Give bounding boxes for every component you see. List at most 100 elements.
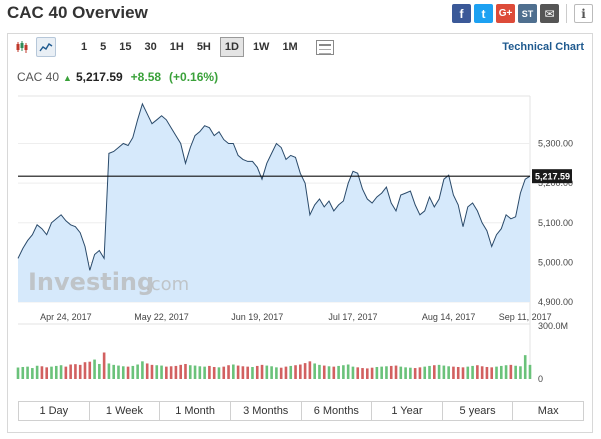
volume-bar (523, 355, 527, 379)
email-share-icon[interactable]: ✉ (540, 4, 559, 23)
resolution-1m[interactable]: 1M (282, 41, 298, 53)
y-tick-label: 5,000.00 (538, 257, 573, 267)
volume-bar (370, 367, 374, 379)
resolution-1w[interactable]: 1W (252, 41, 270, 53)
resolution-5h[interactable]: 5H (196, 41, 211, 53)
volume-bar (356, 367, 360, 379)
x-tick-label: Jun 19, 2017 (231, 312, 283, 322)
range-1-week[interactable]: 1 Week (90, 402, 161, 420)
facebook-share-icon[interactable]: f (452, 4, 471, 23)
volume-bar (69, 364, 72, 379)
volume-bar (255, 365, 259, 379)
x-tick-label: Apr 24, 2017 (40, 312, 92, 322)
volume-bar (64, 366, 68, 379)
x-tick-label: Jul 17, 2017 (328, 312, 377, 322)
volume-bar (289, 365, 293, 379)
area-chart-icon[interactable] (36, 37, 56, 57)
volume-bar (50, 366, 53, 379)
volume-bar (509, 364, 513, 379)
volume-bar (270, 366, 273, 379)
volume-bar (399, 366, 403, 379)
price-chart[interactable]: Investing.com5,300.005,200.005,100.005,0… (8, 34, 592, 394)
x-tick-label: Aug 14, 2017 (422, 312, 476, 322)
stocktwits-share-icon[interactable]: ST (518, 4, 537, 23)
volume-bar (299, 364, 302, 379)
technical-chart-link[interactable]: Technical Chart (502, 41, 584, 53)
info-icon[interactable]: i (574, 4, 593, 23)
volume-bar (241, 366, 245, 379)
volume-bar (126, 366, 130, 379)
volume-bar (121, 366, 125, 379)
volume-bar (160, 365, 163, 379)
volume-bar (418, 367, 422, 379)
resolution-5[interactable]: 5 (100, 41, 107, 53)
twitter-share-icon[interactable]: t (474, 4, 493, 23)
volume-bar (184, 363, 187, 379)
range-max[interactable]: Max (537, 405, 559, 417)
volume-bar (423, 366, 427, 379)
instrument-name: CAC 40 (17, 70, 60, 84)
last-price: 5,217.59 (75, 70, 123, 84)
range-1-day[interactable]: 1 Day (19, 402, 90, 420)
volume-bar (342, 365, 345, 379)
volume-bar (375, 366, 379, 379)
resolution-30[interactable]: 30 (144, 41, 157, 53)
price-line (17, 102, 531, 271)
table-view-icon[interactable] (315, 39, 334, 55)
x-tick-label: May 22, 2017 (134, 312, 189, 322)
volume-bar (337, 365, 340, 379)
volume-bar (98, 363, 101, 379)
volume-bar (413, 368, 417, 379)
y-tick-label: 4,900.00 (538, 297, 573, 307)
quote-summary: CAC 40 ▲ 5,217.59 +8.58 (+0.16%) (17, 70, 218, 84)
time-range-selector: 1 Day 1 Week 1 Month 3 Months 6 Months 1 Year… (18, 401, 584, 421)
price-change-percent: (+0.16%) (169, 70, 219, 84)
volume-bar (428, 365, 431, 379)
volume-bar (322, 365, 326, 379)
volume-bar (495, 366, 498, 379)
candlestick-chart-icon[interactable] (12, 37, 32, 57)
investing-watermark-suffix: .com (145, 274, 189, 295)
volume-bar (519, 366, 522, 379)
resolution-1[interactable]: 1 (81, 41, 88, 53)
up-arrow-icon: ▲ (63, 73, 72, 83)
volume-bar (279, 367, 283, 379)
volume-bar (217, 367, 221, 379)
resolution-1h[interactable]: 1H (169, 41, 184, 53)
resolution-15[interactable]: 15 (119, 41, 132, 53)
googleplus-share-icon[interactable]: G+ (496, 4, 515, 23)
range-3-months[interactable]: 3 Months (231, 402, 302, 420)
volume-bar (59, 365, 63, 379)
volume-bar (466, 366, 470, 379)
volume-bar (88, 361, 92, 379)
volume-bar (327, 366, 331, 379)
volume-bar (193, 365, 197, 379)
volume-bar (361, 368, 364, 379)
range-1-month[interactable]: 1 Month (160, 402, 231, 420)
volume-bar (117, 365, 120, 379)
volume-bar (504, 365, 508, 379)
volume-bar (93, 359, 96, 379)
volume-bar (394, 365, 398, 379)
volume-bar (275, 367, 278, 379)
resolution-1d[interactable]: 1D (219, 37, 244, 57)
x-tick-label: Sep 11, 2017 (499, 312, 552, 322)
chart-toolbar: 1 5 15 30 1H 5H 1D 1W 1M Technical Chart (8, 34, 592, 60)
volume-bar (471, 365, 474, 379)
volume-bar (31, 368, 34, 379)
share-divider (566, 4, 567, 23)
volume-bar (26, 366, 29, 379)
volume-bar (78, 364, 82, 379)
volume-bar (313, 363, 316, 379)
volume-bar (227, 365, 230, 379)
volume-bar (442, 365, 446, 379)
volume-bar (404, 367, 407, 379)
volume-bar (54, 365, 58, 379)
range-6-months[interactable]: 6 Months (302, 402, 373, 420)
volume-bar (150, 364, 154, 379)
volume-bar (136, 364, 139, 379)
range-5-years[interactable]: 5 years (443, 402, 514, 420)
volume-bar (246, 366, 249, 379)
range-1-year[interactable]: 1 Year (372, 402, 443, 420)
volume-bar (188, 365, 192, 379)
